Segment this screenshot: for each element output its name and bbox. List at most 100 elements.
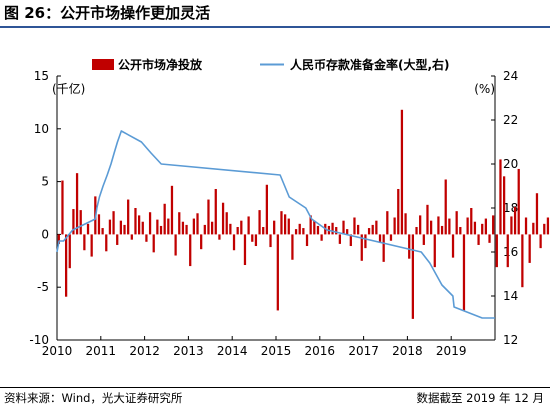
net-injection-bar	[298, 223, 301, 235]
x-tick-label: 2015	[261, 344, 292, 358]
legend: 公开市场净投放 人民币存款准备金率(大型,右)	[92, 57, 450, 72]
net-injection-bar	[251, 234, 254, 242]
x-tick-label: 2019	[436, 344, 467, 358]
net-injection-bar	[375, 220, 378, 235]
net-injection-bar	[243, 234, 247, 266]
x-tick-label: 2010	[42, 344, 73, 358]
net-injection-bar	[294, 229, 298, 235]
net-injection-bar	[535, 193, 539, 235]
net-injection-bar	[371, 224, 374, 235]
net-injection-bar	[440, 225, 444, 235]
net-injection-bar	[386, 211, 389, 235]
net-injection-bar	[335, 227, 338, 235]
net-injection-bar	[342, 220, 345, 235]
net-injection-bar	[221, 202, 225, 235]
net-injection-bar	[506, 234, 509, 268]
net-injection-bar	[429, 220, 433, 235]
net-injection-bar	[90, 234, 93, 257]
net-injection-bar	[236, 227, 239, 235]
net-injection-bar	[280, 211, 283, 235]
net-injection-bar	[291, 234, 294, 260]
net-injection-bar	[495, 234, 498, 268]
net-injection-bar	[214, 188, 217, 235]
net-injection-bar	[262, 227, 265, 235]
net-injection-bar	[273, 220, 276, 235]
net-injection-bar	[397, 188, 400, 235]
x-tick-label: 2011	[86, 344, 117, 358]
net-injection-bar	[185, 224, 188, 235]
net-injection-bar	[539, 234, 542, 249]
legend-label-bar: 公开市场净投放	[118, 57, 203, 72]
net-injection-bar	[356, 224, 360, 235]
net-injection-bar	[543, 223, 546, 235]
net-injection-bar	[283, 214, 287, 235]
x-tick-label: 2016	[305, 344, 336, 358]
net-injection-bar	[422, 234, 425, 245]
net-injection-bar	[389, 234, 393, 241]
net-injection-bar	[181, 221, 185, 235]
net-injection-bar	[200, 234, 203, 250]
net-injection-bar	[232, 234, 236, 251]
net-injection-bar	[521, 234, 524, 288]
net-injection-bar	[492, 215, 495, 235]
net-injection-bar	[203, 224, 206, 235]
net-injection-bar	[72, 209, 75, 235]
net-injection-bar	[167, 218, 170, 235]
net-injection-bar	[419, 215, 422, 235]
net-injection-bar	[170, 185, 174, 235]
net-injection-bar	[546, 217, 550, 235]
left-tick-label: 10	[34, 122, 49, 136]
right-tick-label: 12	[503, 333, 518, 347]
net-injection-bar	[240, 220, 243, 235]
net-injection-bar	[426, 204, 429, 235]
net-injection-bar	[513, 206, 517, 235]
net-injection-bar	[338, 234, 341, 244]
right-tick-label: 16	[503, 245, 518, 259]
net-injection-bar	[448, 218, 451, 235]
net-injection-bar	[393, 217, 396, 235]
x-tick-label: 2017	[348, 344, 379, 358]
net-injection-bar	[404, 213, 407, 235]
net-injection-bar	[287, 218, 290, 235]
net-injection-bar	[367, 228, 371, 235]
net-injection-bar	[210, 221, 214, 235]
right-tick-label: 14	[503, 289, 518, 303]
net-injection-bar	[218, 234, 221, 240]
net-injection-bar	[156, 219, 159, 235]
net-injection-bar	[473, 221, 477, 235]
x-tick-label: 2013	[173, 344, 204, 358]
right-unit-label: (%)	[474, 82, 495, 96]
net-injection-bar	[68, 234, 71, 269]
left-tick-label: -10	[29, 333, 49, 347]
net-injection-bar	[152, 234, 155, 253]
net-injection-bar	[510, 216, 513, 235]
x-tick-label: 2018	[392, 344, 423, 358]
left-tick-label: 5	[41, 175, 49, 189]
net-injection-bar	[247, 216, 250, 235]
net-injection-bar	[437, 216, 440, 235]
net-injection-bar	[481, 223, 484, 235]
net-injection-bar	[97, 214, 101, 235]
net-injection-bar	[269, 234, 272, 248]
bar-series	[57, 109, 550, 319]
rrr-line	[56, 130, 495, 319]
net-injection-bar	[174, 234, 177, 256]
net-injection-bar	[57, 234, 60, 244]
net-injection-bar	[305, 234, 309, 247]
footer-rule	[0, 387, 550, 388]
net-injection-bar	[484, 218, 487, 235]
net-injection-bar	[499, 159, 502, 235]
net-injection-bar	[364, 234, 367, 249]
net-injection-bar	[148, 212, 152, 235]
net-injection-bar	[145, 234, 148, 242]
net-injection-bar	[265, 184, 268, 235]
net-injection-bar	[116, 234, 119, 245]
net-injection-bar	[360, 234, 363, 261]
net-injection-bar	[444, 179, 447, 235]
net-injection-bar	[189, 234, 192, 267]
net-injection-bar	[400, 109, 404, 235]
net-injection-bar	[75, 173, 79, 235]
net-injection-bar	[159, 225, 163, 235]
data-date-note: 数据截至 2019 年 12 月	[416, 391, 544, 405]
